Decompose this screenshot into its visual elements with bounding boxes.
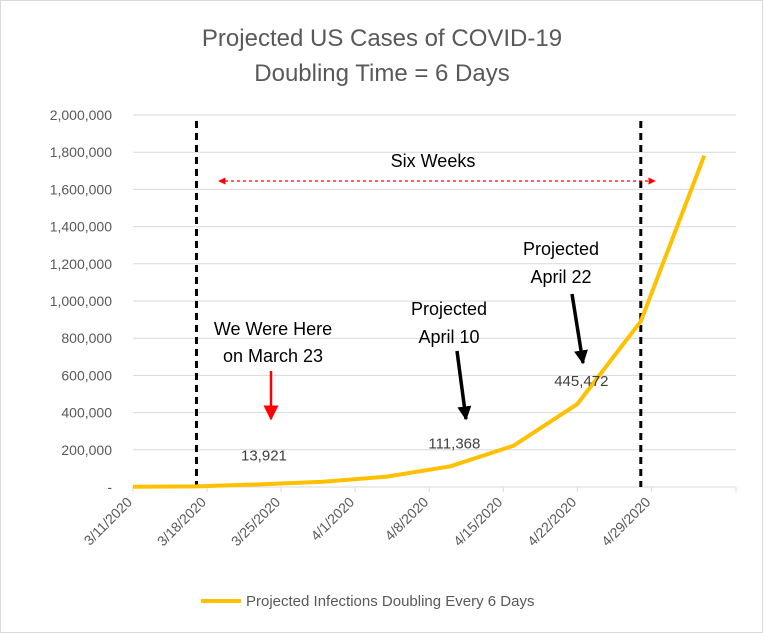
we-were-here-line1: We Were Here (214, 319, 332, 339)
y-tick-label: 1,800,000 (50, 144, 112, 160)
x-axis (133, 487, 736, 492)
legend-label: Projected Infections Doubling Every 6 Da… (246, 593, 534, 610)
data-label: 111,368 (428, 435, 480, 452)
legend: Projected Infections Doubling Every 6 Da… (201, 593, 534, 610)
chart-title: Projected US Cases of COVID-19 (202, 25, 562, 52)
projected-apr22-arrow (572, 294, 583, 363)
x-tick-label: 4/1/2020 (307, 494, 357, 544)
data-label: 445,472 (554, 373, 608, 390)
data-label: 13,921 (241, 447, 287, 464)
y-tick-label: 1,600,000 (50, 181, 112, 197)
x-tick-label: 4/8/2020 (381, 494, 431, 544)
y-tick-label: 400,000 (61, 405, 112, 421)
we-were-here-line2: on March 23 (223, 346, 323, 366)
y-tick-label: 600,000 (61, 367, 112, 383)
x-tick-label: 3/25/2020 (228, 494, 284, 550)
projected-apr10-line2: April 10 (418, 327, 479, 347)
x-tick-label: 3/11/2020 (80, 494, 135, 549)
x-tick-label: 3/18/2020 (154, 494, 210, 550)
projected-apr10-line1: Projected (411, 299, 487, 319)
chart-subtitle: Doubling Time = 6 Days (254, 60, 509, 87)
six-weeks-label: Six Weeks (391, 151, 476, 171)
y-tick-label: 1,200,000 (50, 256, 112, 272)
y-tick-label: - (107, 479, 112, 495)
y-tick-label: 200,000 (61, 442, 112, 458)
x-tick-label: 4/29/2020 (598, 494, 654, 550)
x-tick-label: 4/15/2020 (450, 494, 506, 550)
x-tick-label: 4/22/2020 (524, 494, 580, 550)
y-tick-label: 1,400,000 (50, 219, 112, 235)
projected-apr22-line2: April 22 (530, 267, 591, 287)
y-tick-label: 2,000,000 (50, 107, 112, 123)
y-tick-label: 1,000,000 (50, 293, 112, 309)
projected-apr22-line1: Projected (523, 239, 599, 259)
y-tick-label: 800,000 (61, 330, 112, 346)
projected-apr10-arrow (457, 351, 466, 419)
x-axis-ticks: 3/11/2020 3/18/2020 3/25/2020 4/1/2020 4/8/2… (80, 494, 653, 550)
y-axis-ticks: - 200,000 400,000 600,000 800,000 1,000,000 1,… (50, 107, 113, 495)
